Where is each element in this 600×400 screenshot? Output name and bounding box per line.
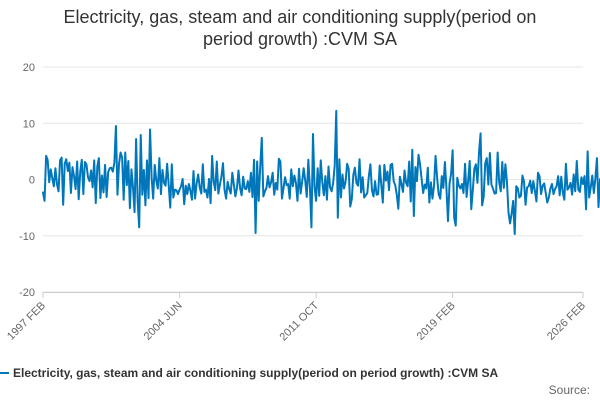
legend-label[interactable]: Electricity, gas, steam and air conditio… — [13, 366, 498, 380]
x-tick-label: 2026 FEB — [545, 300, 588, 343]
y-tick-label: 0 — [29, 175, 35, 187]
x-tick-label: 2019 FEB — [415, 300, 458, 343]
y-tick-labels: 20 10 0 -10 -20 — [19, 62, 35, 299]
source-label: Source: — [549, 383, 590, 397]
axes — [42, 292, 584, 298]
y-tick-label: 10 — [23, 118, 35, 130]
x-tick-label: 2011 OCT — [277, 299, 321, 343]
y-tick-label: -10 — [19, 231, 35, 243]
legend[interactable]: Electricity, gas, steam and air conditio… — [0, 366, 498, 380]
x-tick-labels: 1997 FEB 2004 JUN 2011 OCT 2019 FEB 2026 FEB — [5, 299, 588, 343]
y-tick-label: 20 — [23, 62, 35, 74]
chart-title-line-1: Electricity, gas, steam and air conditio… — [64, 7, 537, 27]
y-tick-label: -20 — [19, 287, 35, 299]
x-tick-label: 2004 JUN — [142, 300, 185, 343]
series-line[interactable] — [42, 109, 600, 236]
x-tick-label: 1997 FEB — [5, 300, 48, 343]
chart-title-line-2: period growth) :CVM SA — [203, 29, 397, 49]
plot-area — [42, 109, 600, 236]
